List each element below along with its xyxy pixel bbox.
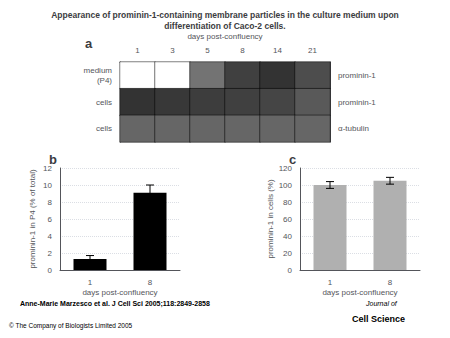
svg-text:21: 21 <box>308 46 317 55</box>
svg-text:12: 12 <box>43 163 52 173</box>
svg-text:8: 8 <box>240 46 245 55</box>
svg-text:medium: medium <box>84 66 113 75</box>
svg-text:2: 2 <box>48 249 53 258</box>
svg-text:(P4): (P4) <box>97 76 112 85</box>
svg-text:prominin-1 in P4 (% of total): prominin-1 in P4 (% of total) <box>28 169 37 268</box>
svg-text:1: 1 <box>135 46 140 55</box>
svg-text:prominin-1: prominin-1 <box>338 71 376 80</box>
svg-text:Anne-Marie Marzesco et al. J C: Anne-Marie Marzesco et al. J Cell Sci 20… <box>20 300 210 308</box>
svg-text:60: 60 <box>283 215 292 224</box>
svg-text:0: 0 <box>288 266 293 275</box>
svg-text:prominin-1: prominin-1 <box>338 98 376 107</box>
svg-text:© The Company of Biologists Li: © The Company of Biologists Limited 2005 <box>9 322 133 330</box>
svg-text:100: 100 <box>279 181 293 190</box>
svg-text:days post-confluency: days post-confluency <box>322 288 397 297</box>
svg-text:α-tubulin: α-tubulin <box>338 124 369 133</box>
svg-text:Journal of: Journal of <box>365 300 398 307</box>
svg-text:1: 1 <box>88 278 93 287</box>
svg-text:1: 1 <box>328 278 333 287</box>
svg-text:days post-confluency: days post-confluency <box>187 32 262 41</box>
svg-text:120: 120 <box>278 163 292 173</box>
svg-text:8: 8 <box>48 198 53 207</box>
svg-text:cells: cells <box>96 124 112 133</box>
svg-text:6: 6 <box>48 215 53 224</box>
svg-text:c: c <box>289 152 296 167</box>
svg-text:b: b <box>49 152 57 167</box>
svg-text:20: 20 <box>283 249 292 258</box>
svg-text:5: 5 <box>205 46 210 55</box>
svg-text:4: 4 <box>48 232 53 241</box>
svg-text:40: 40 <box>283 232 292 241</box>
svg-text:cells: cells <box>96 98 112 107</box>
svg-text:14: 14 <box>273 46 282 55</box>
svg-text:differentiation of Caco-2 cell: differentiation of Caco-2 cells. <box>164 21 285 31</box>
svg-text:10: 10 <box>43 181 52 190</box>
svg-text:8: 8 <box>388 278 393 287</box>
svg-text:8: 8 <box>148 278 153 287</box>
svg-text:80: 80 <box>283 198 292 207</box>
svg-text:0: 0 <box>48 266 53 275</box>
svg-text:Cell Science: Cell Science <box>352 314 405 324</box>
svg-text:days post-confluency: days post-confluency <box>82 288 157 297</box>
svg-text:Appearance of prominin-1-conta: Appearance of prominin-1-containing memb… <box>51 10 399 20</box>
svg-text:prominin-1 in cells (%): prominin-1 in cells (%) <box>266 179 275 258</box>
svg-text:3: 3 <box>170 46 175 55</box>
svg-text:a: a <box>85 36 93 51</box>
